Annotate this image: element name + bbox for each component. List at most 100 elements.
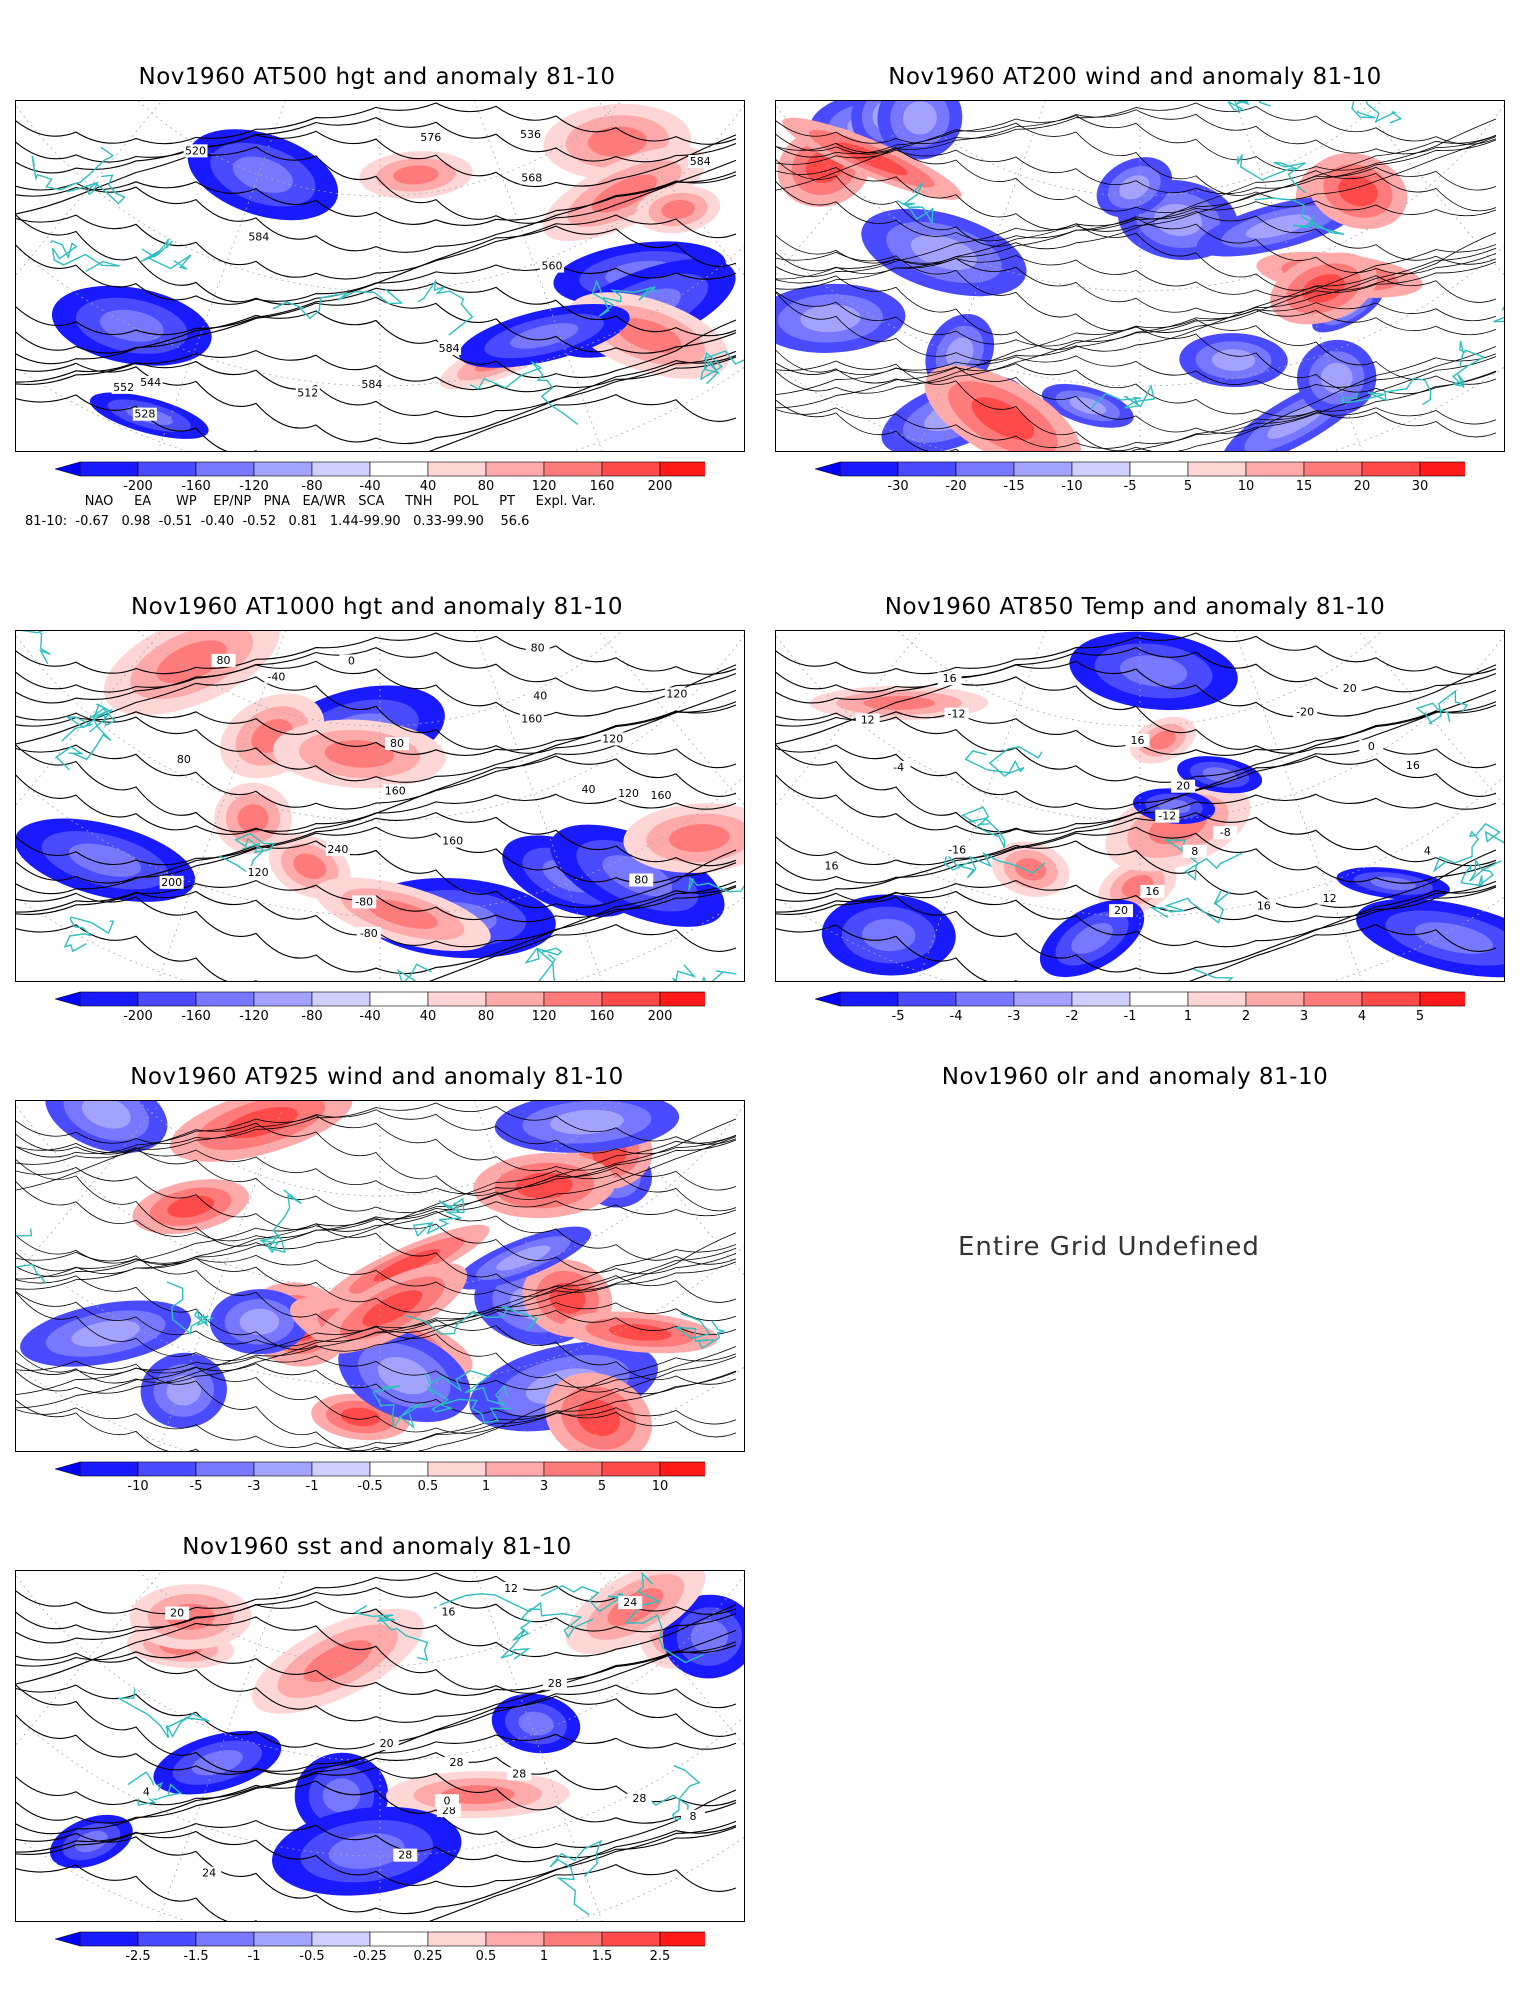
colorbar-swatch bbox=[1419, 991, 1465, 1007]
coastline bbox=[63, 916, 115, 953]
streamline bbox=[16, 1223, 737, 1291]
contour-line bbox=[16, 1644, 737, 1723]
colorbar-arrow-left bbox=[815, 461, 841, 477]
negative-anomaly-shading bbox=[1154, 203, 1203, 237]
colorbar-tick-label: 30 bbox=[1412, 479, 1429, 494]
positive-anomaly-shading bbox=[587, 126, 647, 157]
contour-label-bg bbox=[528, 689, 553, 703]
colorbar-tick-label: 40 bbox=[420, 479, 437, 494]
contour-label-bg bbox=[629, 873, 654, 887]
contour-label: 4 bbox=[143, 1786, 150, 1799]
colorbar-swatch bbox=[659, 461, 705, 477]
contour-label-bg bbox=[132, 407, 157, 421]
contour-label: -20 bbox=[1296, 705, 1314, 718]
contour-label-bg bbox=[436, 1605, 461, 1619]
streamline bbox=[776, 291, 1497, 347]
coastline bbox=[1254, 197, 1345, 235]
colorbar-swatch bbox=[485, 1931, 545, 1947]
coastline bbox=[591, 279, 658, 317]
contour-label-bg bbox=[1317, 891, 1342, 905]
negative-anomaly-shading bbox=[239, 1308, 280, 1335]
contour-label: 16 bbox=[1406, 759, 1420, 772]
colorbar-swatch bbox=[1303, 461, 1363, 477]
streamline bbox=[776, 346, 1497, 390]
colorbar-swatch bbox=[79, 461, 139, 477]
contour-label-bg bbox=[211, 653, 236, 667]
colorbar-swatch bbox=[253, 991, 313, 1007]
colorbar-swatch bbox=[427, 1931, 487, 1947]
contour-label: 160 bbox=[651, 789, 672, 802]
streamline bbox=[776, 115, 1497, 172]
colorbar-swatch bbox=[955, 991, 1015, 1007]
contour-label-bg bbox=[945, 843, 970, 857]
colorbar-swatch bbox=[137, 1931, 197, 1947]
colorbar-tick-label: 5 bbox=[1184, 479, 1192, 494]
coastline bbox=[943, 851, 1046, 879]
contour-line bbox=[16, 296, 737, 354]
contour-label: 520 bbox=[185, 144, 206, 157]
contour-label-bg bbox=[383, 784, 408, 798]
coastline bbox=[1460, 858, 1502, 888]
longitude-gridline bbox=[16, 101, 381, 424]
colorbar-tick-label: -3 bbox=[1008, 1009, 1021, 1024]
longitude-gridline bbox=[1139, 631, 1401, 981]
negative-anomaly-shading bbox=[232, 156, 293, 193]
streamline bbox=[776, 247, 1497, 315]
contour-label: 20 bbox=[1114, 904, 1128, 917]
streamline bbox=[16, 1399, 737, 1451]
contour-label: 28 bbox=[548, 1677, 562, 1690]
coastline bbox=[424, 1370, 509, 1407]
contour-line bbox=[16, 1766, 737, 1824]
contour-label: 8 bbox=[690, 1810, 697, 1823]
contour-label-bg bbox=[183, 144, 208, 158]
coastline bbox=[964, 746, 1043, 778]
colorbar-tick-label: -40 bbox=[359, 1009, 380, 1024]
streamline bbox=[16, 1134, 737, 1214]
positive-anomaly-shading bbox=[1149, 730, 1176, 750]
colorbar-tick-label: -4 bbox=[950, 1009, 963, 1024]
colorbar-swatch bbox=[253, 1461, 313, 1477]
colorbar-swatch bbox=[369, 991, 429, 1007]
colorbar-swatch bbox=[659, 1461, 705, 1477]
coastline bbox=[412, 1197, 465, 1237]
streamline bbox=[776, 134, 1497, 214]
contour-line bbox=[16, 1641, 737, 1696]
contour-line bbox=[16, 1780, 737, 1849]
contour-line bbox=[16, 1714, 737, 1775]
streamline bbox=[776, 217, 1497, 275]
longitude-gridline bbox=[119, 631, 381, 981]
colorbar-tick-label: -120 bbox=[239, 479, 269, 494]
colorbar-arrow-left bbox=[55, 461, 81, 477]
contour-label-bg bbox=[1415, 844, 1440, 858]
positive-anomaly-shading bbox=[591, 174, 657, 213]
contour-line bbox=[16, 1616, 737, 1694]
contour-line bbox=[776, 704, 1497, 783]
positive-anomaly-shading bbox=[362, 1290, 423, 1327]
contour-label-bg bbox=[576, 783, 601, 797]
contour-label-bg bbox=[393, 1848, 418, 1862]
contour-label-bg bbox=[246, 866, 271, 880]
contour-line bbox=[776, 660, 1497, 718]
contour-line bbox=[16, 393, 737, 451]
coastline bbox=[1415, 689, 1469, 725]
contour-label: 568 bbox=[521, 171, 542, 184]
coastline bbox=[66, 174, 126, 205]
contour-line bbox=[16, 130, 737, 188]
streamline bbox=[16, 1292, 737, 1361]
contour-label-bg bbox=[134, 1785, 159, 1799]
colorbar-tick-label: -2 bbox=[1066, 1009, 1079, 1024]
colorbar-tick-label: 5 bbox=[598, 1479, 606, 1494]
map-1000: -80 120 40 160 80 0 -40 -80 40 80 240 200 160 160 120 1… bbox=[15, 630, 745, 982]
contour-label-bg bbox=[246, 230, 271, 244]
negative-anomaly-shading bbox=[945, 337, 974, 369]
coastline bbox=[961, 806, 1006, 848]
contour-line bbox=[776, 880, 1497, 948]
streamline bbox=[776, 139, 1497, 195]
contour-line bbox=[16, 146, 737, 224]
streamline bbox=[16, 1244, 737, 1333]
colorbar-tick-label: 0.25 bbox=[414, 1949, 443, 1964]
contour-label: 240 bbox=[327, 843, 348, 856]
contour-label: 120 bbox=[618, 787, 639, 800]
teleconnection-values: 81-10: -0.67 0.98 -0.51 -0.40 -0.52 0.81… bbox=[25, 514, 530, 529]
longitude-gridline bbox=[879, 101, 1141, 451]
